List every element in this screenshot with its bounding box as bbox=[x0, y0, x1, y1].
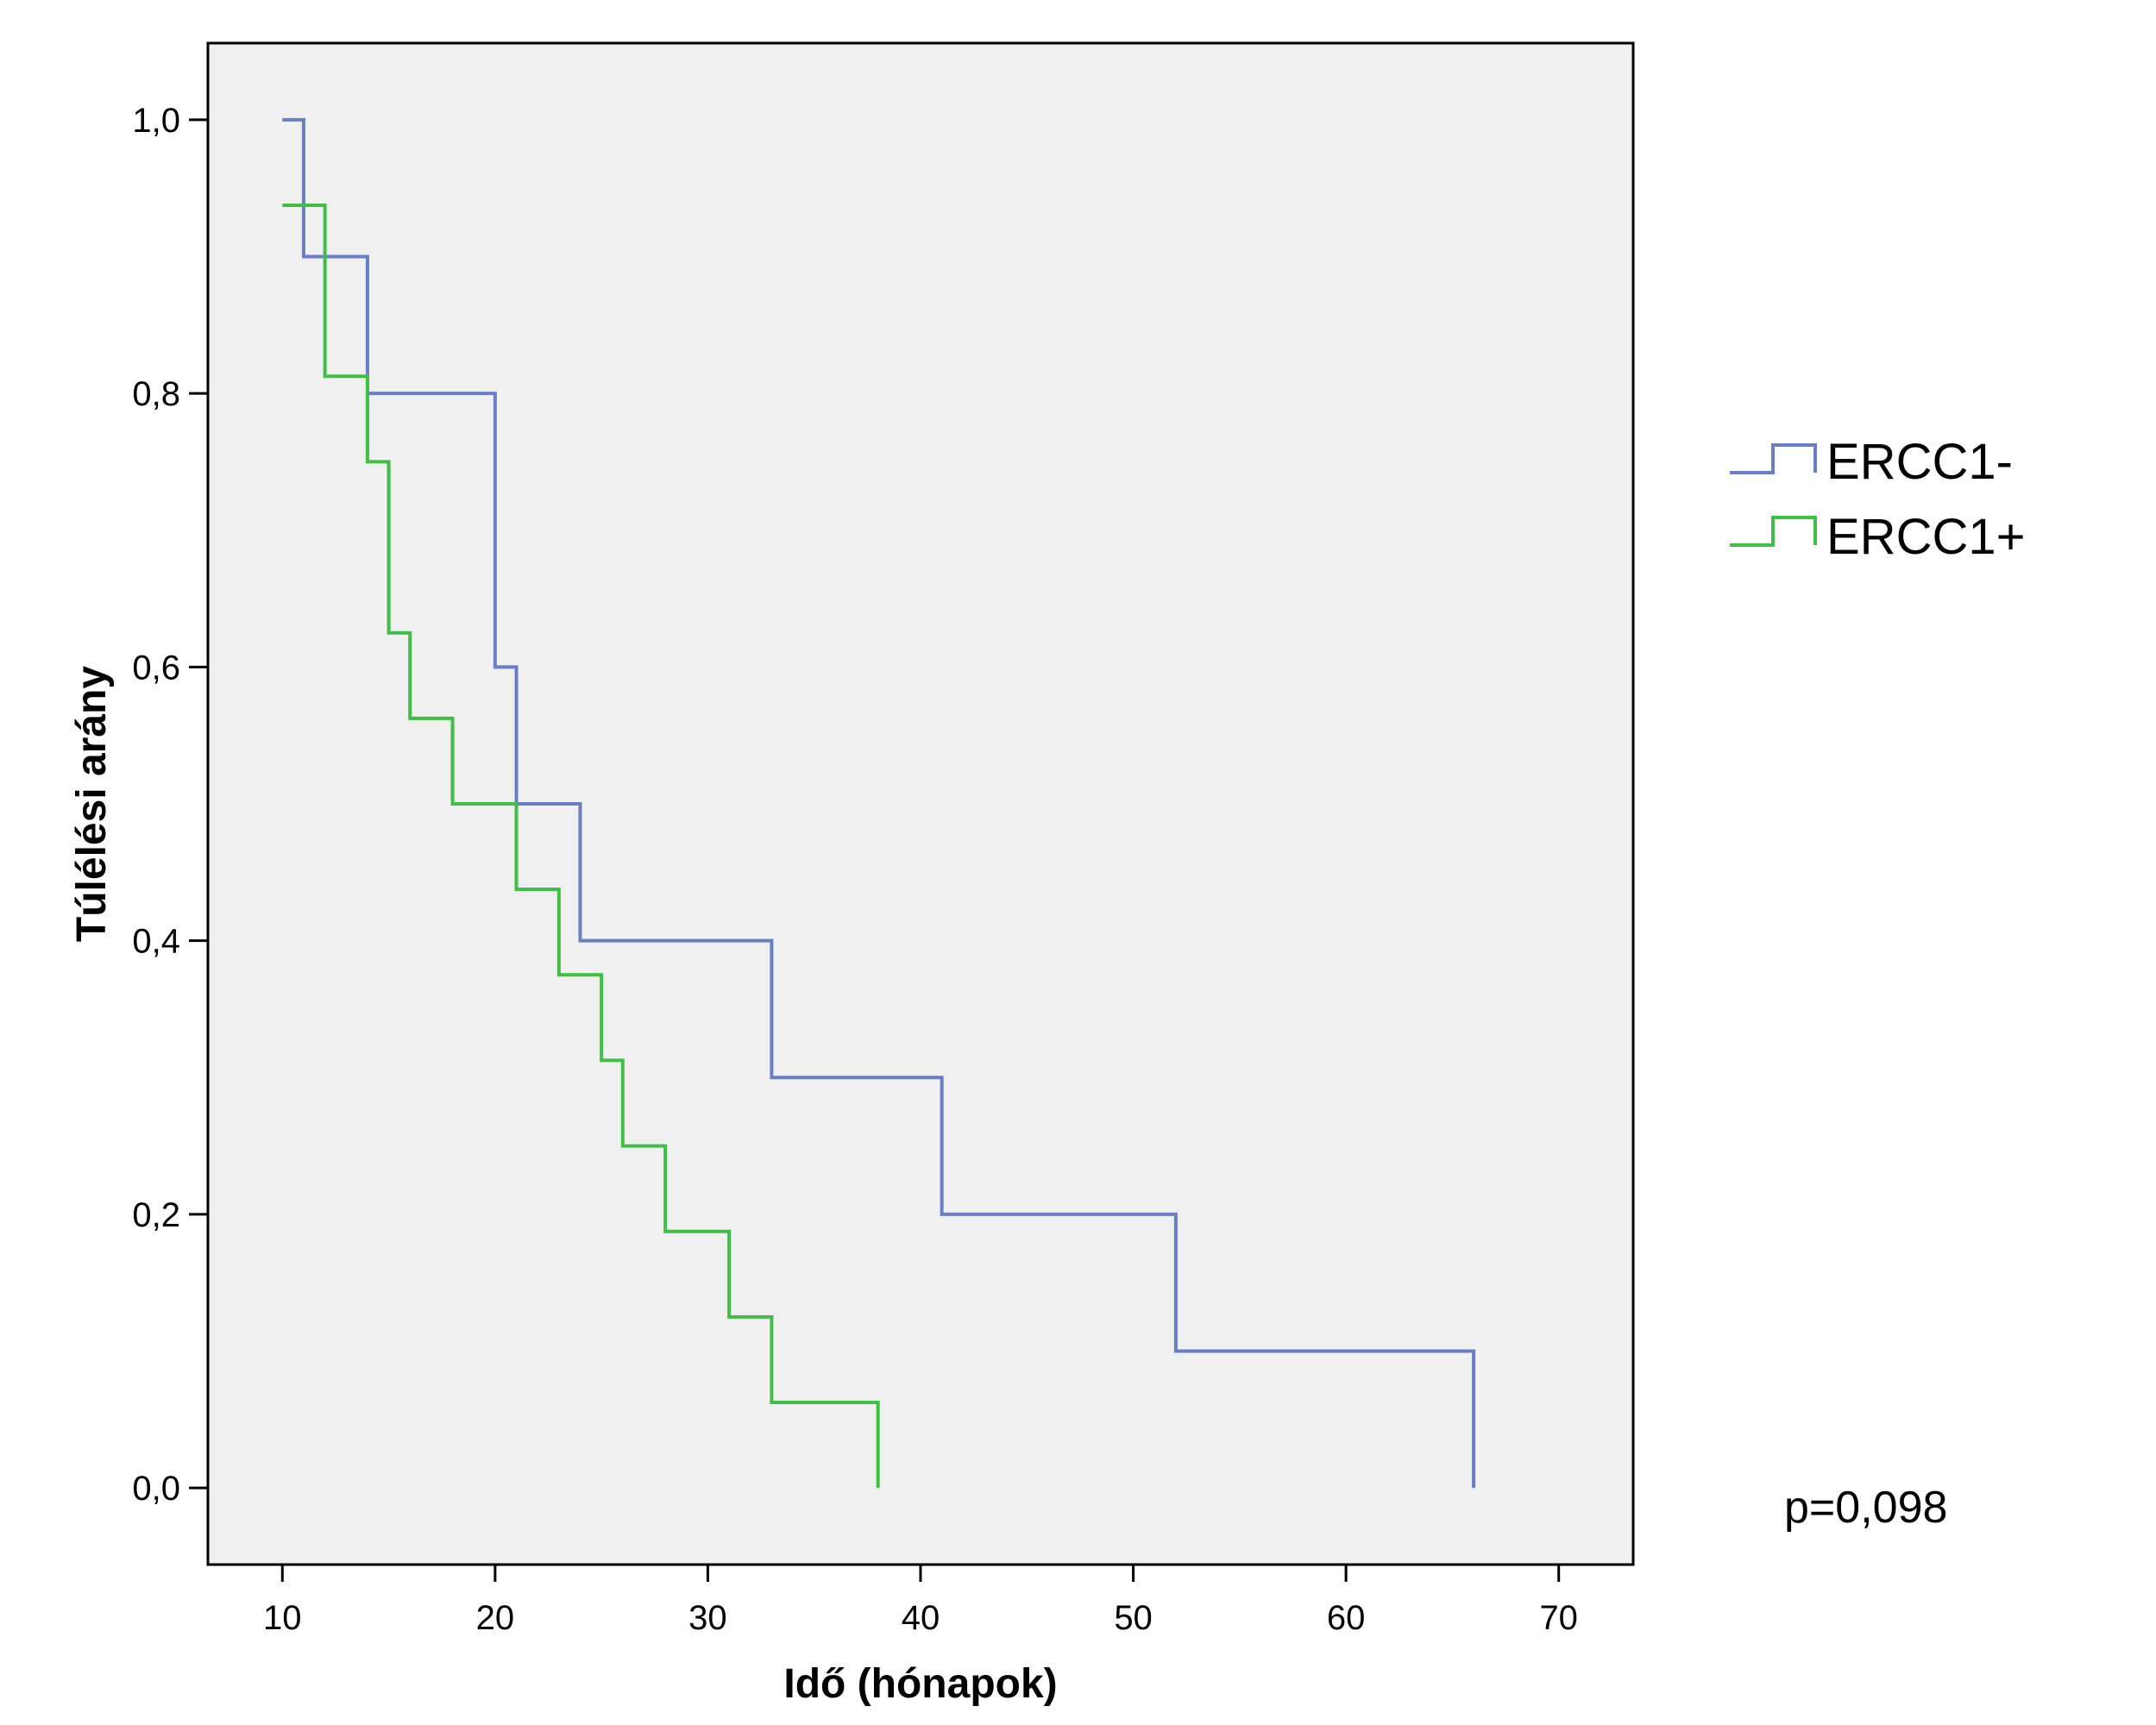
x-tick-label-40: 40 bbox=[902, 1599, 940, 1637]
y-axis-title: Túlélési arány bbox=[69, 666, 115, 942]
x-tick-label-10: 10 bbox=[263, 1599, 302, 1637]
x-tick-label-50: 50 bbox=[1114, 1599, 1153, 1637]
y-tick-label-4: 0,8 bbox=[132, 375, 180, 413]
x-tick-label-30: 30 bbox=[688, 1599, 727, 1637]
x-axis-title: Idő (hónapok) bbox=[783, 1661, 1057, 1707]
legend-label-ercc1-pos: ERCC1+ bbox=[1826, 509, 2025, 565]
y-tick-label-5: 1,0 bbox=[132, 102, 180, 140]
x-tick-label-20: 20 bbox=[476, 1599, 515, 1637]
series-layer bbox=[282, 117, 1476, 1489]
x-tick-label-60: 60 bbox=[1327, 1599, 1366, 1637]
x-axis: 10 20 30 40 50 60 70 bbox=[263, 1565, 1578, 1637]
legend-swatch-ercc1-pos bbox=[1730, 516, 1817, 547]
p-value-annotation: p=0,098 bbox=[1784, 1483, 1947, 1533]
series-line-ercc1-neg bbox=[282, 117, 1476, 1489]
series-line-ercc1-pos bbox=[282, 203, 880, 1489]
legend-item-ercc1-neg: ERCC1- bbox=[1730, 434, 2013, 490]
plot-area bbox=[206, 41, 1635, 1566]
y-tick-label-3: 0,6 bbox=[132, 649, 180, 687]
y-tick-label-0: 0,0 bbox=[132, 1470, 180, 1508]
legend-item-ercc1-pos: ERCC1+ bbox=[1730, 509, 2025, 565]
legend: ERCC1- ERCC1+ bbox=[1730, 434, 2025, 565]
y-axis: 0,0 0,2 0,4 0,6 0,8 1,0 bbox=[132, 102, 208, 1508]
legend-swatch-ercc1-neg bbox=[1730, 443, 1817, 474]
y-tick-label-2: 0,4 bbox=[132, 923, 180, 961]
x-tick-label-70: 70 bbox=[1539, 1599, 1578, 1637]
legend-label-ercc1-neg: ERCC1- bbox=[1826, 434, 2013, 490]
y-tick-label-1: 0,2 bbox=[132, 1196, 180, 1234]
